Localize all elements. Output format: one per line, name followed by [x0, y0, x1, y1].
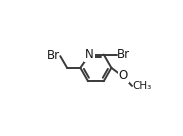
Text: O: O	[118, 69, 128, 82]
Text: CH₃: CH₃	[132, 81, 152, 92]
Text: Br: Br	[117, 48, 130, 61]
Text: Br: Br	[47, 49, 60, 62]
Text: N: N	[85, 48, 94, 61]
